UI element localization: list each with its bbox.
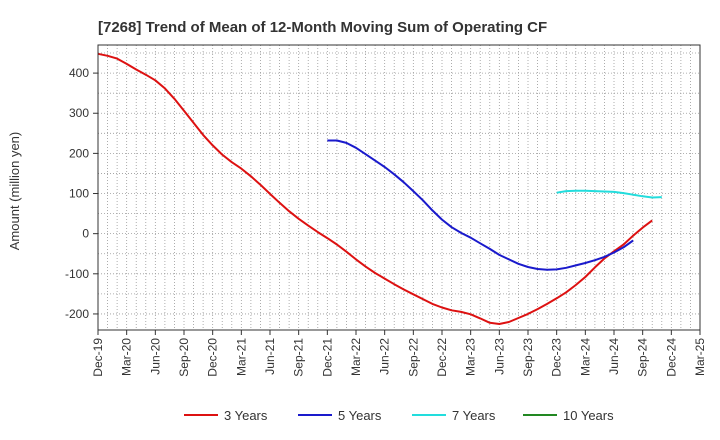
x-tick-label: Mar-21 xyxy=(234,338,248,376)
x-tick-label: Mar-20 xyxy=(120,338,134,376)
x-tick-label: Jun-22 xyxy=(378,338,392,375)
x-tick-label: Dec-23 xyxy=(550,338,564,377)
x-tick-label: Sep-22 xyxy=(406,338,420,377)
series-line-5-years xyxy=(327,139,634,271)
x-tick-label: Dec-21 xyxy=(320,338,334,377)
legend-label: 5 Years xyxy=(338,408,382,423)
x-tick-label: Mar-24 xyxy=(578,338,592,376)
legend-item: 10 Years xyxy=(523,408,614,423)
x-tick-label: Jun-24 xyxy=(607,338,621,375)
legend-label: 7 Years xyxy=(452,408,496,423)
legend-item: 5 Years xyxy=(298,408,382,423)
x-tick-label: Jun-21 xyxy=(263,338,277,375)
x-tick-label: Jun-23 xyxy=(492,338,506,375)
y-tick-label: 200 xyxy=(69,146,89,160)
x-tick-label: Jun-20 xyxy=(148,338,162,375)
x-tick-label: Dec-22 xyxy=(435,338,449,377)
plot-area xyxy=(98,45,700,330)
y-tick-label: 100 xyxy=(69,187,89,201)
legend-item: 3 Years xyxy=(184,408,268,423)
x-tick-label: Dec-19 xyxy=(91,338,105,377)
y-tick-label: 300 xyxy=(69,106,89,120)
y-axis: -200 -100 0 100 200 300 400 xyxy=(65,66,98,321)
x-tick-label: Mar-23 xyxy=(464,338,478,376)
x-tick-label: Dec-24 xyxy=(664,338,678,377)
legend-label: 10 Years xyxy=(563,408,614,423)
series-line-7-years xyxy=(556,189,662,199)
y-tick-label: 400 xyxy=(69,66,89,80)
x-axis: Dec-19 Mar-20 Jun-20 Sep-20 Dec-20 Mar-21 Jun-… xyxy=(91,330,707,377)
x-tick-label: Sep-21 xyxy=(292,338,306,377)
y-tick-label: -200 xyxy=(65,307,89,321)
legend-label: 3 Years xyxy=(224,408,268,423)
grid xyxy=(98,45,700,330)
legend-item: 7 Years xyxy=(412,408,496,423)
x-tick-label: Dec-20 xyxy=(206,338,220,377)
y-tick-label: -100 xyxy=(65,267,89,281)
y-axis-label: Amount (million yen) xyxy=(7,132,22,251)
chart-title: [7268] Trend of Mean of 12-Month Moving … xyxy=(98,19,547,36)
plot-frame xyxy=(97,44,701,331)
x-tick-label: Sep-20 xyxy=(177,338,191,377)
x-tick-label: Sep-23 xyxy=(521,338,535,377)
legend: 3 Years 5 Years 7 Years 10 Years xyxy=(184,408,614,423)
x-tick-label: Mar-25 xyxy=(693,338,707,376)
series-line-3-years xyxy=(97,52,653,325)
x-tick-label: Sep-24 xyxy=(636,338,650,377)
y-tick-label: 0 xyxy=(82,227,89,241)
x-tick-label: Mar-22 xyxy=(349,338,363,376)
